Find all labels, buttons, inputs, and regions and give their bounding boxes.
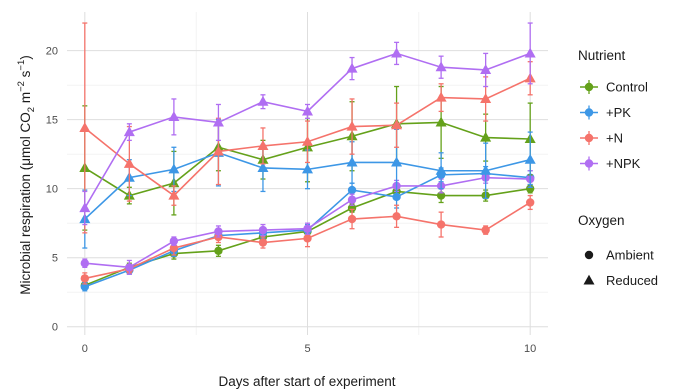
y-tick-label: 5	[52, 253, 58, 265]
data-point	[301, 135, 314, 146]
y-tick-label: 0	[52, 322, 58, 334]
legend-key-point-control	[584, 82, 594, 92]
data-point	[168, 111, 180, 121]
data-point	[125, 263, 134, 272]
data-point	[169, 243, 179, 253]
plot-series	[79, 22, 536, 292]
data-point	[524, 153, 536, 164]
data-point	[347, 214, 357, 224]
legend-key-point-plus-n	[584, 133, 594, 143]
data-point	[347, 185, 357, 195]
data-point	[480, 64, 492, 75]
data-point	[303, 224, 312, 233]
data-point	[257, 140, 269, 150]
y-tick-label: 15	[46, 115, 58, 127]
data-point	[524, 47, 536, 58]
data-point	[212, 145, 224, 156]
data-point	[480, 164, 492, 175]
data-point	[435, 61, 447, 72]
data-point	[214, 246, 223, 255]
data-point	[79, 202, 91, 213]
data-point	[212, 116, 224, 127]
data-point	[392, 212, 401, 221]
legend-nutrient-entries: Control +PK +N +NPK	[580, 80, 648, 171]
data-point	[436, 191, 446, 200]
data-point	[123, 126, 135, 137]
data-point	[80, 274, 90, 283]
data-point	[257, 95, 269, 106]
data-point	[481, 225, 490, 235]
data-point	[346, 120, 358, 131]
data-point	[79, 122, 91, 133]
x-tick-label: 0	[82, 343, 88, 355]
y-axis-title: Microbial respiration (μmol CO2 m−2 s−1)	[16, 55, 37, 295]
data-point	[346, 156, 358, 167]
data-point	[480, 131, 492, 142]
legend-nutrient-title: Nutrient	[578, 48, 626, 63]
legend-oxygen-title: Oxygen	[578, 213, 625, 228]
data-point	[391, 47, 403, 58]
legend-key-point-plus-npk	[584, 159, 594, 168]
series-plus-npk-ambient	[80, 170, 535, 275]
x-tick-label: 5	[304, 343, 310, 355]
data-point	[392, 192, 401, 202]
data-point	[436, 220, 446, 229]
legend-key-reduced	[583, 274, 595, 285]
data-point	[303, 234, 312, 243]
data-point	[435, 91, 447, 102]
legend-oxygen-entries: Ambient Reduced	[583, 248, 658, 288]
y-tick-label: 20	[46, 46, 58, 58]
data-point	[391, 156, 403, 167]
legend-label-control: Control	[606, 80, 648, 95]
data-point	[525, 184, 535, 193]
data-point	[80, 259, 90, 268]
data-point	[214, 227, 223, 236]
legend: Nutrient Control +PK +N +NPK Oxygen Ambient…	[578, 48, 658, 288]
series-plus-npk-reduced	[79, 22, 536, 226]
data-point	[169, 236, 179, 246]
data-point	[258, 238, 268, 247]
data-point	[168, 189, 180, 200]
data-point	[347, 195, 357, 204]
data-point	[301, 105, 314, 116]
data-point	[168, 163, 180, 174]
y-tick-label: 10	[46, 184, 58, 196]
y-axis-ticks: 0 5 10 15 20	[46, 46, 58, 334]
x-axis-title: Days after start of experiment	[218, 374, 395, 389]
data-point	[435, 116, 447, 127]
data-point	[346, 62, 358, 73]
data-point	[525, 198, 535, 207]
legend-label-ambient: Ambient	[606, 248, 654, 263]
data-point	[480, 93, 492, 104]
data-point	[301, 163, 314, 174]
legend-key-ambient	[584, 250, 594, 260]
legend-label-plus-npk: +NPK	[606, 156, 641, 171]
data-point	[391, 119, 403, 130]
data-point	[123, 158, 135, 168]
legend-label-plus-pk: +PK	[606, 105, 631, 120]
data-point	[347, 203, 357, 213]
x-tick-label: 10	[524, 343, 536, 355]
series-plus-pk-reduced	[79, 119, 536, 249]
legend-key-point-plus-pk	[584, 108, 594, 117]
data-point	[435, 164, 447, 175]
data-point	[257, 162, 269, 173]
x-axis-ticks: 0 5 10	[82, 343, 537, 355]
data-point	[80, 282, 90, 291]
legend-label-plus-n: +N	[606, 131, 623, 146]
legend-label-reduced: Reduced	[606, 273, 658, 288]
data-point	[258, 225, 268, 235]
